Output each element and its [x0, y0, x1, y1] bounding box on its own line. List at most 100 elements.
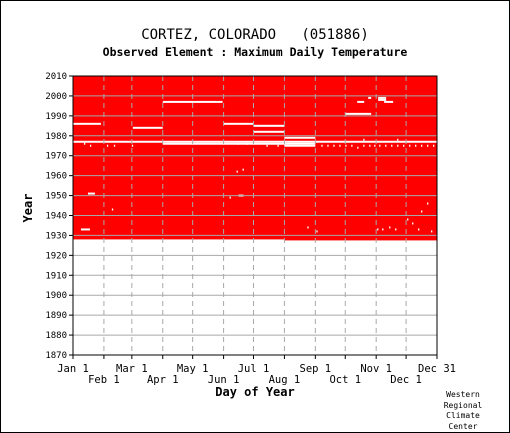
missing-day [307, 226, 309, 229]
x-tick-label: Mar 1 [116, 363, 148, 375]
missing-day [377, 228, 379, 231]
y-tick-label: 1990 [45, 112, 67, 122]
missing-day [421, 144, 423, 147]
credit-line: Regional [443, 400, 483, 410]
missing-day [339, 144, 341, 147]
missing-day [327, 144, 329, 147]
x-tick-label: Aug 1 [269, 374, 301, 386]
credit-block: Western Regional Climate Center [435, 390, 491, 432]
missing-day [131, 144, 134, 147]
missing-day [246, 142, 248, 145]
missing-day [407, 218, 409, 221]
missing-day [363, 138, 365, 141]
y-tick-label: 2000 [45, 92, 67, 102]
missing-segment [162, 142, 316, 145]
missing-segment [378, 98, 387, 101]
coverage-block [73, 76, 285, 240]
missing-segment [73, 122, 101, 125]
missing-day [397, 138, 399, 141]
y-tick-label: 1870 [45, 351, 67, 361]
missing-segment [87, 192, 95, 195]
missing-day [242, 168, 244, 171]
credit-line: Climate [446, 411, 480, 420]
data-coverage [73, 76, 437, 241]
missing-day [345, 144, 347, 147]
missing-segment [368, 96, 372, 99]
y-tick-label: 1900 [45, 291, 67, 301]
y-tick-label: 1940 [45, 212, 67, 222]
y-tick-label: 1960 [45, 172, 67, 182]
y-tick-label: 1910 [45, 271, 67, 281]
missing-day [236, 170, 238, 173]
y-tick-label: 1950 [45, 192, 67, 202]
missing-day [321, 144, 323, 147]
missing-segment [162, 100, 223, 103]
y-tick-label: 2010 [45, 72, 67, 82]
chart-title: CORTEZ, COLORADO (051886) [141, 27, 369, 43]
y-axis: 1870 1880 1890 1900 1910 1920 1930 1940 1950 1960… [45, 72, 73, 361]
missing-segment [378, 96, 387, 99]
missing-day [374, 144, 376, 147]
missing-segment [253, 124, 285, 127]
x-tick-label: Feb 1 [88, 374, 120, 386]
x-tick-label: Jun 1 [208, 374, 240, 386]
x-tick-label: Dec 31 [418, 363, 456, 375]
missing-day [382, 228, 384, 231]
missing-day [357, 146, 359, 149]
missing-day [389, 226, 391, 229]
missing-day [379, 144, 381, 147]
missing-day [266, 144, 268, 147]
x-tick-label: Jul 1 [238, 363, 270, 375]
missing-segment [284, 144, 316, 147]
missing-segment [80, 228, 90, 231]
missing-day [83, 142, 86, 145]
missing-day [333, 144, 335, 147]
missing-day [403, 144, 405, 147]
missing-day [412, 222, 414, 225]
missing-segment [132, 126, 163, 129]
missing-day [385, 144, 387, 147]
x-tick-label: Oct 1 [329, 374, 361, 386]
missing-day [351, 144, 353, 147]
y-tick-label: 1890 [45, 311, 67, 321]
x-tick-label: Jan 1 [57, 363, 89, 375]
chart-subtitle: Observed Element : Maximum Daily Tempera… [103, 45, 408, 59]
missing-day [397, 144, 399, 147]
missing-segment [345, 112, 372, 115]
missing-day [427, 144, 429, 147]
missing-segment [284, 136, 316, 139]
missing-data [73, 96, 438, 233]
missing-day [369, 144, 371, 147]
missing-day [431, 230, 433, 233]
missing-day [391, 144, 393, 147]
missing-day [421, 210, 423, 213]
y-tick-label: 1970 [45, 152, 67, 162]
credit-line: Center [448, 421, 478, 431]
missing-segment [253, 130, 285, 133]
missing-day [418, 228, 420, 231]
missing-day [113, 144, 116, 147]
missing-day [433, 144, 435, 147]
missing-day [111, 208, 114, 211]
missing-day [89, 144, 92, 147]
missing-day [409, 144, 411, 147]
missing-segment [73, 140, 438, 143]
coverage-block [284, 76, 437, 241]
missing-day [277, 144, 279, 147]
missing-day [229, 196, 231, 199]
missing-day [395, 228, 397, 231]
x-tick-label: May 1 [177, 363, 209, 375]
missing-segment [357, 100, 365, 103]
missing-day [237, 142, 239, 145]
y-axis-label: Year [21, 194, 35, 223]
y-tick-label: 1920 [45, 251, 67, 261]
y-tick-label: 1930 [45, 231, 67, 241]
x-tick-label: Apr 1 [147, 374, 179, 386]
y-tick-label: 1880 [45, 331, 67, 341]
x-tick-label: Dec 1 [390, 374, 422, 386]
credit-line: Western [446, 390, 480, 399]
grid-lines [73, 76, 437, 355]
